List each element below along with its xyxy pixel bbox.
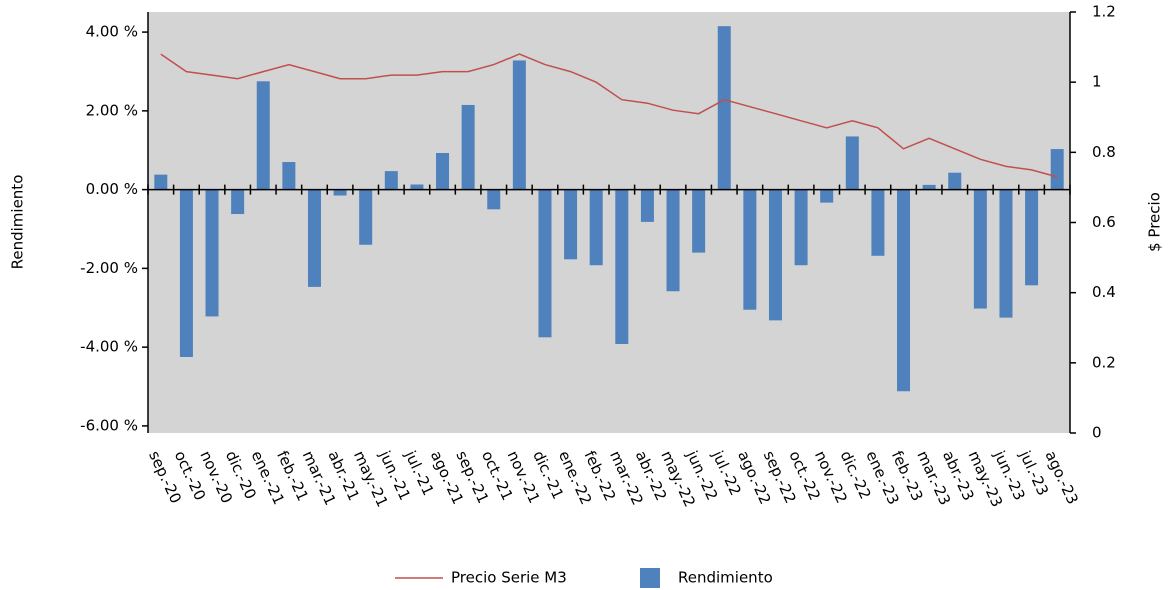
x-tick-label: ago.-23 [1041,448,1081,507]
bar [999,189,1013,318]
y-tick-label: -4.00 % [80,338,138,356]
bar [589,189,603,266]
y2-axis-title: $ Precio [1146,192,1164,252]
bar [205,189,219,317]
bar [768,189,782,321]
y2-tick-label: 1 [1092,73,1102,91]
bar [845,136,859,190]
bar [282,162,296,190]
y-tick-label: 2.00 % [86,101,138,119]
y-axis-title: Rendimiento [9,175,27,270]
bar [512,60,526,190]
bar [436,152,450,190]
bar [640,189,654,222]
bar [359,189,373,245]
bar [231,189,245,215]
bar [794,189,808,266]
bar [948,172,962,190]
bar [871,189,885,256]
y2-tick-label: 0.4 [1092,283,1116,301]
bar [717,26,731,190]
y2-tick-label: 1.2 [1092,3,1116,21]
bar [307,189,321,287]
bar [1025,189,1039,286]
bar [820,189,834,203]
y2-tick-label: 0.8 [1092,143,1116,161]
y2-tick-label: 0 [1092,424,1102,442]
bar [410,184,424,190]
y-tick-label: -6.00 % [80,416,138,434]
legend-swatch [640,568,660,588]
y2-tick-label: 0.6 [1092,213,1116,231]
legend-label: Rendimiento [678,569,773,587]
y-tick-label: 0.00 % [86,180,138,198]
bar [333,189,347,196]
bar [692,189,706,253]
legend-label: Precio Serie M3 [451,569,567,587]
y-tick-label: 4.00 % [86,23,138,41]
bar [743,189,757,310]
bar [179,189,193,357]
bar [1050,149,1064,190]
bar [154,174,168,190]
y2-tick-label: 0.2 [1092,353,1116,371]
plot-area [148,12,1070,433]
bar [897,189,911,392]
bar [538,189,552,338]
bar [973,189,987,309]
bar [615,189,629,344]
y-tick-label: -2.00 % [80,259,138,277]
bar [461,104,475,190]
bar [564,189,578,260]
bar [256,81,270,190]
bar [666,189,680,292]
price-line [160,53,1058,178]
bar [384,171,398,190]
bar [487,189,501,210]
bar [922,184,936,190]
